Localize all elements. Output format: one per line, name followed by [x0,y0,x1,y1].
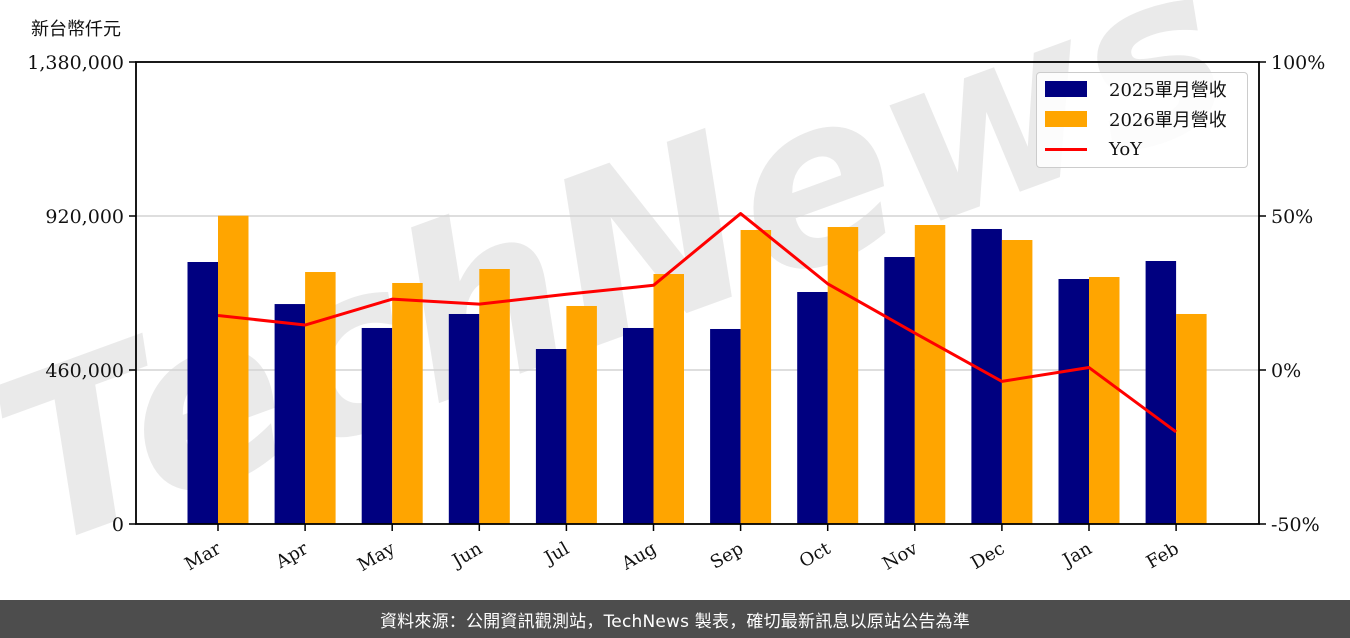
bar-2025-jul [535,349,567,524]
y2-tick-label: 0% [1271,360,1301,382]
x-tick-label: Feb [1143,538,1183,573]
y2-tick-label: 50% [1271,206,1313,228]
bar-2025-dec [971,228,1002,524]
x-tick-label: Sep [707,538,747,573]
x-tick-label: Jun [447,538,486,573]
x-tick-label: Jan [1058,538,1096,572]
legend-line-yoy [1045,147,1087,151]
plot-frame [135,61,1260,525]
legend: 2025單月營收 2026單月營收 YoY [1036,72,1248,168]
legend-swatch-2026 [1045,111,1087,127]
bar-2026-mar [218,215,249,524]
legend-swatch-2025 [1045,81,1087,97]
x-tick-label: May [354,538,399,576]
y-tick-label: 0 [112,514,124,536]
bar-2026-sep [740,229,772,525]
bar-2026-apr [305,272,336,524]
revenue-chart: TechNews 0460,000920,0001,380,000-50%0%5… [0,0,1325,600]
legend-item-2026: 2026單月營收 [1045,107,1227,131]
legend-label: 2025單月營收 [1109,80,1227,101]
bar-2026-nov [914,225,946,524]
legend-item-2025: 2025單月營收 [1045,77,1227,101]
bar-2025-apr [274,304,306,524]
bar-2025-oct [797,291,828,524]
bar-2026-aug [653,274,684,524]
y-tick-label: 460,000 [45,360,124,382]
bar-2025-feb [1145,260,1177,524]
bar-2025-sep [710,328,741,524]
bar-2025-jan [1058,279,1089,524]
bar-2025-mar [187,261,218,524]
bars [187,215,1207,525]
x-tick-label: Aug [617,538,660,575]
bar-2025-aug [623,327,654,524]
bar-2026-feb [1176,313,1207,524]
legend-label: YoY [1109,138,1143,160]
bar-2025-nov [884,257,915,524]
legend-label: 2026單月營收 [1109,110,1227,131]
bar-2026-jun [479,268,510,524]
y2-tick-label: 100% [1271,52,1325,74]
bar-2026-oct [827,227,859,524]
yoy-line [217,212,1177,434]
x-tick-label: Apr [272,538,312,573]
bar-2025-jun [448,313,480,524]
bar-2026-may [392,282,423,524]
x-tick-label: Dec [967,538,1008,574]
x-tick-label: Jul [539,538,573,570]
bar-2026-jul [566,305,597,524]
legend-item-yoy: YoY [1045,137,1142,161]
source-footer: 資料來源：公開資訊觀測站，TechNews 製表，確切最新訊息以原站公告為準 [0,600,1350,638]
y2-tick-label: -50% [1271,514,1320,536]
y-axis-unit-label: 新台幣仟元 [31,19,121,40]
y-tick-label: 920,000 [45,206,124,228]
y-tick-label: 1,380,000 [27,52,124,74]
yoy-polyline [217,212,1177,434]
x-tick-label: Oct [796,538,835,573]
bar-2025-may [361,327,393,524]
x-tick-label: Nov [879,538,922,575]
bar-2026-jan [1089,276,1120,524]
